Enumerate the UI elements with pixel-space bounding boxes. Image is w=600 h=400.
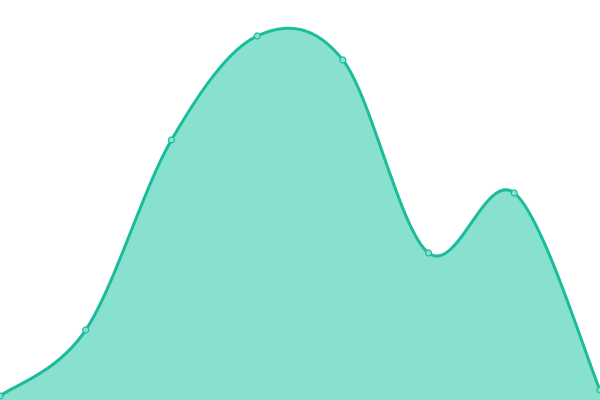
data-point-7 [596, 386, 600, 394]
area-fill [0, 28, 600, 400]
data-point-2 [167, 136, 176, 144]
data-points [0, 32, 600, 400]
data-point-1 [82, 326, 90, 334]
data-point-0 [0, 392, 4, 400]
data-point-4 [339, 56, 347, 64]
data-point-3 [253, 32, 261, 40]
data-point-5 [424, 249, 433, 257]
data-point-6 [510, 189, 518, 197]
